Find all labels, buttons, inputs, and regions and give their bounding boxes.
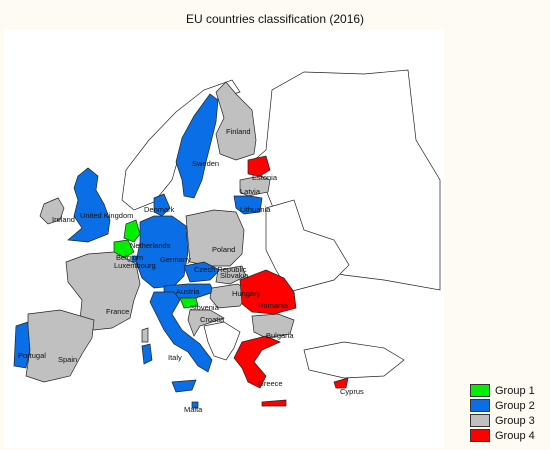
label-slovakia: Slovakia — [220, 271, 249, 280]
map-title: EU countries classification (2016) — [185, 12, 365, 26]
legend-label-group-1: Group 1 — [495, 384, 535, 397]
country-italy — [149, 291, 213, 373]
label-austria: Austria — [176, 287, 200, 296]
country-germany — [135, 215, 189, 289]
legend-label-group-4: Group 4 — [495, 429, 535, 442]
legend-swatch-group-4 — [470, 429, 490, 442]
label-poland: Poland — [212, 245, 235, 254]
country-france — [65, 251, 141, 331]
country-crete — [261, 399, 287, 407]
label-estonia: Estonia — [252, 173, 278, 182]
label-ireland: Ireland — [52, 215, 75, 224]
country-croatia — [187, 309, 225, 337]
country-ireland — [39, 197, 65, 225]
country-czech-republic — [183, 261, 221, 283]
country-finland — [215, 81, 257, 161]
label-hungary: Hungary — [232, 289, 261, 298]
label-sweden: Sweden — [192, 159, 219, 168]
map-legend: Group 1 Group 2 Group 3 Group 4 — [470, 383, 550, 443]
label-lithuania: Lithuania — [240, 205, 271, 214]
label-luxembourg: Luxembourg — [114, 261, 156, 270]
country-sicily — [171, 379, 197, 393]
label-france: France — [106, 307, 129, 316]
country-cyprus — [333, 377, 349, 389]
label-croatia: Croatia — [200, 315, 225, 324]
legend-swatch-group-3 — [470, 414, 490, 427]
country-corsica — [141, 327, 149, 343]
country-denmark — [153, 193, 171, 217]
label-denmark: Denmark — [144, 205, 175, 214]
legend-swatch-group-1 — [470, 384, 490, 397]
country-sardinia — [141, 343, 153, 365]
country-lithuania — [233, 195, 263, 215]
label-netherlands: Netherlands — [130, 241, 171, 250]
label-united-kingdom: United Kingdom — [80, 211, 133, 220]
country-greece — [233, 335, 281, 389]
legend-item-group-1: Group 1 — [470, 383, 550, 398]
label-romania: Romania — [258, 301, 289, 310]
country-bulgaria — [251, 313, 295, 339]
country-united-kingdom — [67, 167, 111, 243]
country-estonia — [247, 155, 271, 177]
legend-item-group-3: Group 3 — [470, 413, 550, 428]
label-germany: Germany — [160, 255, 191, 264]
country-hungary — [209, 283, 249, 309]
label-italy: Italy — [168, 353, 182, 362]
country-sweden — [175, 93, 219, 199]
label-finland: Finland — [226, 127, 251, 136]
country-netherlands — [123, 219, 141, 243]
country-poland — [185, 209, 245, 267]
label-czech-republic: Czech Republic — [194, 265, 247, 274]
non-eu-balkans — [203, 321, 241, 361]
label-greece: Greece — [258, 379, 283, 388]
legend-item-group-4: Group 4 — [470, 428, 550, 443]
legend-label-group-2: Group 2 — [495, 399, 535, 412]
legend-item-group-2: Group 2 — [470, 398, 550, 413]
country-spain — [25, 309, 95, 383]
label-cyprus: Cyprus — [340, 387, 364, 396]
label-slovenia: Slovenia — [190, 303, 220, 312]
country-malta — [191, 401, 199, 409]
country-latvia — [239, 175, 271, 197]
map-panel: Finland Sweden Estonia Latvia Lithuania … — [4, 30, 444, 448]
europe-map: Finland Sweden Estonia Latvia Lithuania … — [13, 69, 441, 414]
label-belgium: Belgium — [116, 253, 143, 262]
label-malta: Malta — [184, 405, 203, 414]
country-slovenia — [179, 297, 199, 309]
non-eu-turkey — [303, 341, 405, 379]
label-portugal: Portugal — [18, 351, 46, 360]
non-eu-belarus-ukraine — [265, 199, 350, 293]
country-portugal — [13, 321, 31, 369]
country-belgium — [113, 239, 135, 259]
label-latvia: Latvia — [240, 187, 261, 196]
legend-label-group-3: Group 3 — [495, 414, 535, 427]
label-bulgaria: Bulgaria — [266, 331, 294, 340]
country-romania — [239, 269, 297, 315]
legend-swatch-group-2 — [470, 399, 490, 412]
country-slovakia — [215, 265, 247, 285]
label-spain: Spain — [58, 355, 77, 364]
